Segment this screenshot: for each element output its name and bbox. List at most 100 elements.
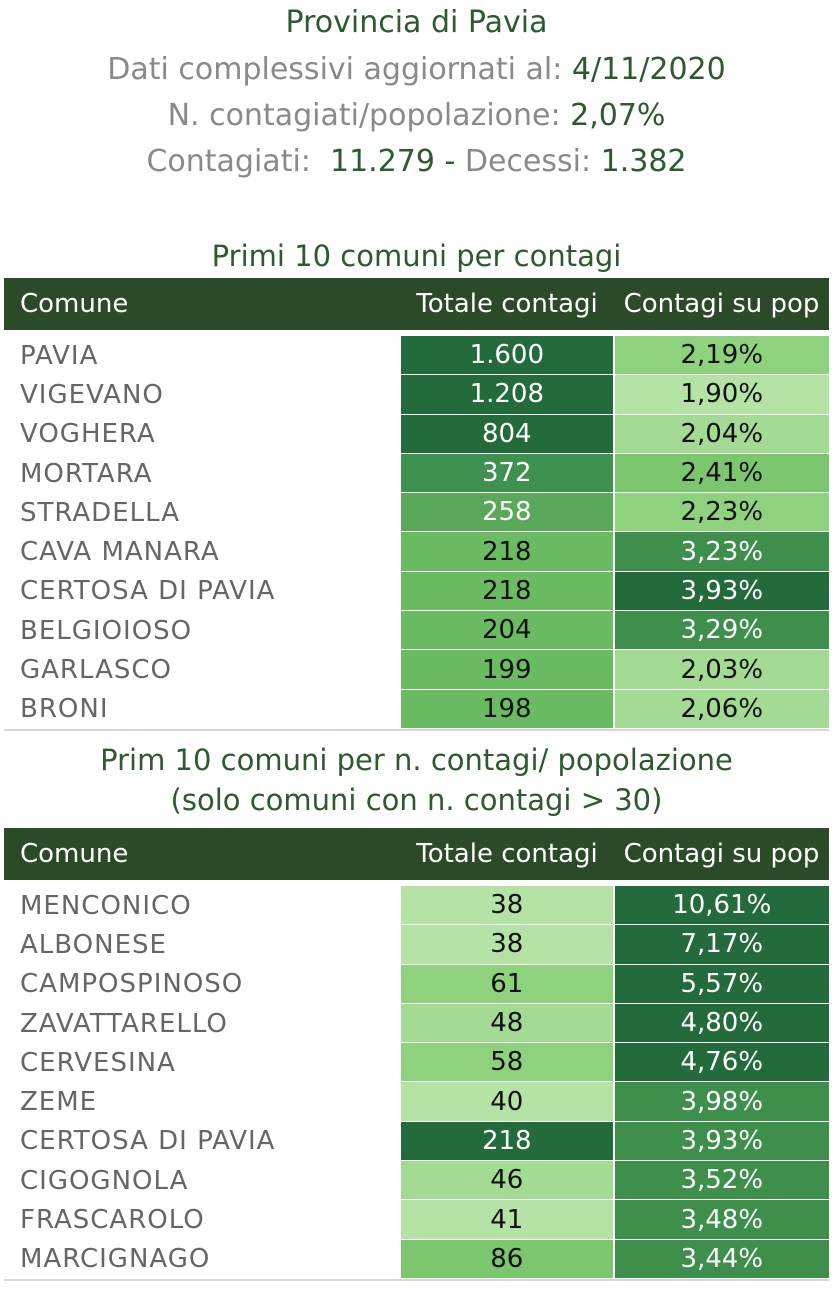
cell-comune: ALBONESE — [4, 925, 402, 965]
cell-pct: 3,98% — [614, 1082, 829, 1122]
cell-comune: MENCONICO — [4, 886, 402, 926]
cell-pct: 3,44% — [614, 1239, 829, 1279]
header-comune: Comune — [20, 839, 129, 869]
table1-title: Primi 10 comuni per contagi — [211, 239, 622, 273]
table-row: GARLASCO 199 2,03% — [4, 650, 829, 690]
cell-pct: 2,23% — [614, 493, 829, 533]
cell-comune: VIGEVANO — [4, 375, 402, 415]
cell-pct: 3,23% — [614, 532, 829, 572]
table-row: CERTOSA DI PAVIA 218 3,93% — [4, 571, 829, 612]
table-top-cases: Comune Totale contagi Contagi su pop PAV… — [4, 278, 829, 731]
table-header: Comune Totale contagi Contagi su pop — [4, 828, 829, 880]
cell-comune: CERVESINA — [4, 1043, 402, 1083]
table-row: BELGIOIOSO 204 3,29% — [4, 611, 829, 651]
cases-label: Contagiati: — [146, 144, 330, 179]
cell-comune: MORTARA — [4, 453, 402, 494]
cell-totale: 38 — [401, 925, 613, 965]
cell-pct: 4,76% — [614, 1043, 829, 1083]
table-row: VOGHERA 804 2,04% — [4, 414, 829, 454]
cell-comune: BRONI — [4, 689, 402, 729]
table-row: ALBONESE 38 7,17% — [4, 925, 829, 965]
cell-totale: 61 — [401, 964, 613, 1004]
table-row: ZEME 40 3,98% — [4, 1082, 829, 1122]
cell-totale: 218 — [401, 532, 613, 572]
header-pct: Contagi su pop — [623, 289, 820, 319]
cell-pct: 3,93% — [614, 1121, 829, 1162]
table2-title-line1: Prim 10 comuni per n. contagi/ popolazio… — [100, 743, 733, 777]
cell-pct: 3,48% — [614, 1200, 829, 1240]
cell-comune: MARCIGNAGO — [4, 1239, 402, 1279]
cell-totale: 41 — [401, 1200, 613, 1240]
cell-comune: VOGHERA — [4, 414, 402, 454]
cell-pct: 4,80% — [614, 1003, 829, 1044]
cell-totale: 1.208 — [401, 375, 613, 415]
deaths-label: Decessi: — [464, 144, 601, 179]
cell-comune: CAVA MANARA — [4, 532, 402, 572]
updated-value: 4/11/2020 — [571, 52, 726, 87]
table-body: MENCONICO 38 10,61% ALBONESE 38 7,17% CAMPOSPI… — [4, 886, 829, 1281]
cell-comune: CIGOGNOLA — [4, 1161, 402, 1201]
cell-totale: 40 — [401, 1082, 613, 1122]
updated-line: Dati complessivi aggiornati al: 4/11/202… — [0, 50, 833, 90]
table-row: STRADELLA 258 2,23% — [4, 493, 829, 533]
cell-totale: 1.600 — [401, 336, 613, 376]
cell-pct: 2,03% — [614, 650, 829, 690]
cell-pct: 2,04% — [614, 414, 829, 454]
cell-pct: 10,61% — [614, 886, 829, 926]
cell-pct: 2,06% — [614, 689, 829, 729]
cell-pct: 3,29% — [614, 611, 829, 651]
cell-comune: CAMPOSPINOSO — [4, 964, 402, 1004]
cell-totale: 218 — [401, 1121, 613, 1162]
cell-totale: 204 — [401, 611, 613, 651]
ratio-label: N. contagiati/popolazione: — [167, 98, 571, 133]
table-row: VIGEVANO 1.208 1,90% — [4, 375, 829, 415]
table-row: MARCIGNAGO 86 3,44% — [4, 1239, 829, 1279]
cell-comune: STRADELLA — [4, 493, 402, 533]
updated-label: Dati complessivi aggiornati al: — [107, 52, 572, 87]
table-row: CERTOSA DI PAVIA 218 3,93% — [4, 1121, 829, 1162]
table-row: CAMPOSPINOSO 61 5,57% — [4, 964, 829, 1004]
separator: - — [434, 144, 465, 179]
cell-comune: ZEME — [4, 1082, 402, 1122]
cell-pct: 2,41% — [614, 453, 829, 494]
cell-comune: BELGIOIOSO — [4, 611, 402, 651]
cell-totale: 198 — [401, 689, 613, 729]
ratio-line: N. contagiati/popolazione: 2,07% — [0, 96, 833, 136]
cell-pct: 5,57% — [614, 964, 829, 1004]
table2-title: Prim 10 comuni per n. contagi/ popolazio… — [0, 740, 833, 820]
header-comune: Comune — [20, 289, 129, 319]
table-row: MENCONICO 38 10,61% — [4, 886, 829, 926]
cell-totale: 258 — [401, 493, 613, 533]
cell-totale: 218 — [401, 571, 613, 612]
cell-totale: 199 — [401, 650, 613, 690]
table-body: PAVIA 1.600 2,19% VIGEVANO 1.208 1,90% VOGHERA… — [4, 336, 829, 731]
table-header: Comune Totale contagi Contagi su pop — [4, 278, 829, 330]
deaths-value: 1.382 — [600, 144, 687, 179]
cell-comune: GARLASCO — [4, 650, 402, 690]
header-totale: Totale contagi — [416, 839, 598, 869]
cell-pct: 7,17% — [614, 925, 829, 965]
cell-totale: 58 — [401, 1043, 613, 1083]
cell-totale: 48 — [401, 1003, 613, 1044]
table-row: BRONI 198 2,06% — [4, 689, 829, 729]
table2-title-line2: (solo comuni con n. contagi > 30) — [170, 783, 663, 817]
cell-totale: 86 — [401, 1239, 613, 1279]
cell-totale: 38 — [401, 886, 613, 926]
cases-value: 11.279 — [329, 144, 435, 179]
cell-pct: 3,93% — [614, 571, 829, 612]
page-title: Provincia di Pavia — [285, 5, 548, 40]
ratio-value: 2,07% — [570, 98, 666, 133]
cell-totale: 46 — [401, 1161, 613, 1201]
cell-comune: ZAVATTARELLO — [4, 1003, 402, 1044]
header-pct: Contagi su pop — [623, 839, 820, 869]
cell-pct: 1,90% — [614, 375, 829, 415]
table-row: CAVA MANARA 218 3,23% — [4, 532, 829, 572]
totals-line: Contagiati: 11.279 - Decessi: 1.382 — [0, 142, 833, 182]
cell-comune: PAVIA — [4, 336, 402, 376]
header-totale: Totale contagi — [416, 289, 598, 319]
table-row: FRASCAROLO 41 3,48% — [4, 1200, 829, 1240]
cell-pct: 2,19% — [614, 336, 829, 376]
table-row: CERVESINA 58 4,76% — [4, 1043, 829, 1083]
cell-comune: CERTOSA DI PAVIA — [4, 571, 402, 612]
table-row: MORTARA 372 2,41% — [4, 453, 829, 494]
